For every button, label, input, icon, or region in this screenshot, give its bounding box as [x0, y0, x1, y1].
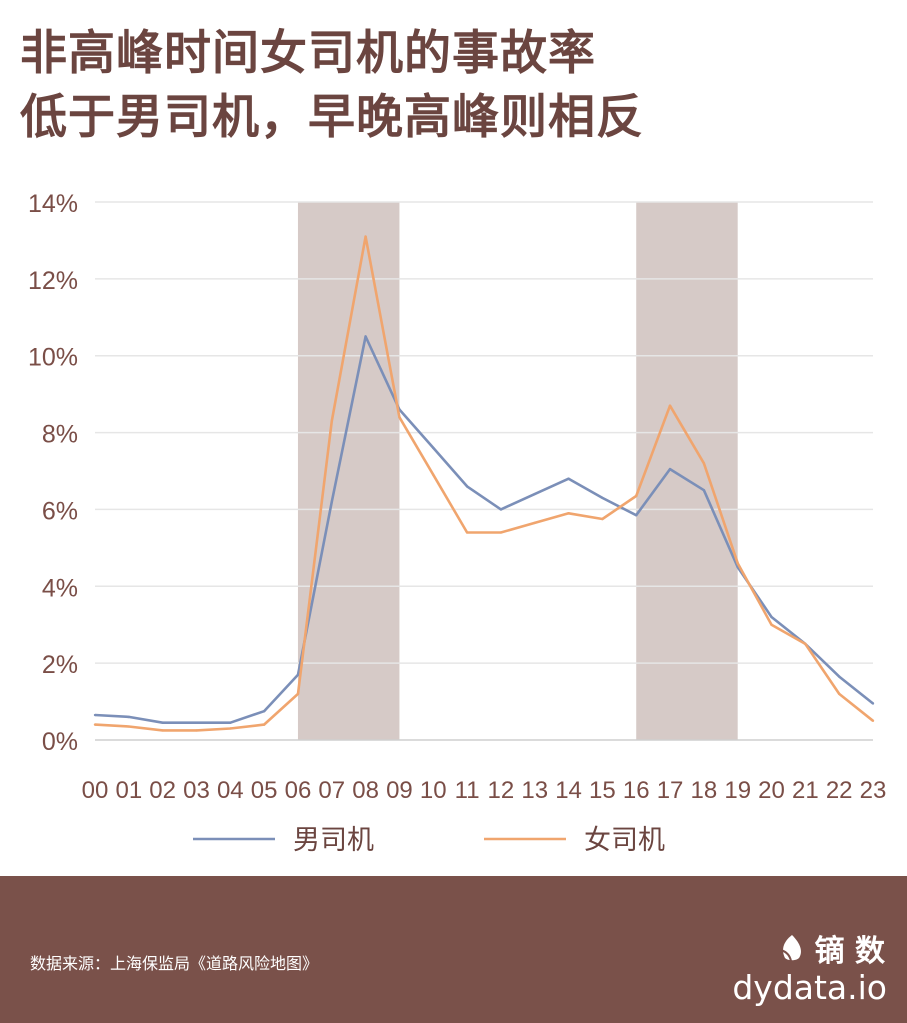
- data-point: [533, 492, 536, 496]
- data-point: [465, 531, 469, 534]
- data-point: [432, 446, 435, 450]
- data-point: [702, 462, 706, 465]
- legend-label-1: 男司机: [293, 825, 374, 856]
- data-point: [499, 531, 503, 534]
- x-tick-label: 04: [217, 777, 244, 804]
- data-source: 数据来源：上海保监局《道路风险地图》: [30, 954, 319, 973]
- data-point: [804, 642, 807, 646]
- data-point: [195, 729, 198, 732]
- data-point: [161, 721, 164, 724]
- brand-logo: 镝 数: [779, 926, 885, 970]
- data-point: [837, 692, 841, 696]
- data-point: [499, 508, 503, 511]
- data-point: [432, 473, 435, 477]
- data-point: [262, 723, 266, 726]
- data-point: [635, 494, 638, 498]
- series-line-1: [94, 335, 874, 725]
- x-tick-label: 18: [691, 777, 718, 804]
- data-point: [567, 512, 570, 515]
- data-point: [770, 623, 773, 626]
- x-tick-label: 22: [826, 777, 853, 804]
- data-point: [229, 727, 232, 730]
- highlight-band-2: [636, 202, 738, 740]
- x-tick-label: 12: [488, 777, 515, 804]
- data-point: [296, 692, 300, 696]
- data-point: [93, 723, 97, 726]
- data-point: [127, 715, 131, 719]
- y-tick-label: 10%: [28, 344, 78, 372]
- data-point: [330, 419, 333, 423]
- data-point: [398, 416, 401, 419]
- x-tick-label: 20: [758, 777, 785, 804]
- x-tick-label: 05: [251, 777, 278, 804]
- data-point: [567, 477, 570, 480]
- brand-name: 镝 数: [814, 934, 885, 969]
- y-tick-label: 2%: [42, 651, 78, 679]
- series-line-2: [94, 235, 874, 732]
- data-point: [668, 467, 672, 471]
- data-point: [296, 673, 300, 676]
- x-tick-label: 17: [657, 777, 684, 804]
- x-tick-label: 06: [285, 777, 312, 804]
- leaf-icon: [780, 935, 801, 962]
- x-tick-label: 08: [352, 777, 379, 804]
- data-point: [229, 721, 232, 724]
- data-point: [736, 562, 739, 565]
- x-tick-label: 09: [386, 777, 413, 804]
- data-point: [635, 513, 638, 517]
- data-point: [601, 496, 604, 500]
- y-tick-label: 14%: [28, 190, 78, 218]
- highlight-band-1: [297, 202, 400, 740]
- x-tick-label: 02: [149, 777, 176, 804]
- data-point: [364, 335, 367, 338]
- x-tick-label: 13: [521, 777, 548, 804]
- chart-title: 非高峰时间女司机的事故率 低于男司机，早晚高峰则相反: [20, 22, 890, 150]
- x-tick-label: 01: [115, 777, 142, 804]
- y-tick-label: 12%: [28, 267, 78, 295]
- y-tick-label: 4%: [42, 574, 78, 602]
- title-line-1: 非高峰时间女司机的事故率: [20, 26, 596, 81]
- x-tick-label: 11: [455, 777, 480, 804]
- data-point: [161, 729, 164, 732]
- legend-label-2: 女司机: [584, 825, 665, 856]
- x-tick-label: 23: [860, 777, 887, 804]
- data-point: [330, 500, 333, 503]
- data-point: [364, 235, 367, 238]
- accident-rate-line-chart: 0% 2% 4% 6% 8% 10% 12% 14% 00 01 02 03 04 05 06 07 08 09 1…: [28, 190, 887, 856]
- x-tick-label: 15: [589, 777, 616, 804]
- data-point: [871, 719, 875, 722]
- x-tick-label: 16: [623, 777, 650, 804]
- data-point: [195, 721, 198, 724]
- data-point: [262, 709, 266, 713]
- title-line-2: 低于男司机，早晚高峰则相反: [20, 90, 644, 145]
- data-point: [702, 489, 706, 492]
- x-tick-label: 14: [555, 777, 582, 804]
- y-tick-label: 6%: [42, 497, 78, 525]
- footer-bar: 数据来源：上海保监局《道路风险地图》 镝 数 dydata.io: [0, 876, 907, 1023]
- x-tick-label: 19: [724, 777, 751, 804]
- data-point: [601, 517, 604, 521]
- x-tick-label: 10: [420, 777, 447, 804]
- data-point: [533, 521, 536, 525]
- data-point: [127, 725, 131, 728]
- x-tick-label: 21: [792, 777, 819, 804]
- brand-domain: dydata.io: [732, 968, 887, 1007]
- data-point: [837, 675, 841, 678]
- x-tick-label: 03: [183, 777, 210, 804]
- data-point: [93, 713, 97, 717]
- data-point: [465, 485, 469, 488]
- y-tick-label: 0%: [42, 728, 78, 756]
- x-tick-label: 00: [82, 777, 109, 804]
- data-point: [668, 404, 672, 407]
- data-point: [871, 702, 875, 705]
- x-tick-label: 07: [318, 777, 345, 804]
- y-tick-label: 8%: [42, 421, 78, 449]
- data-point: [770, 615, 773, 619]
